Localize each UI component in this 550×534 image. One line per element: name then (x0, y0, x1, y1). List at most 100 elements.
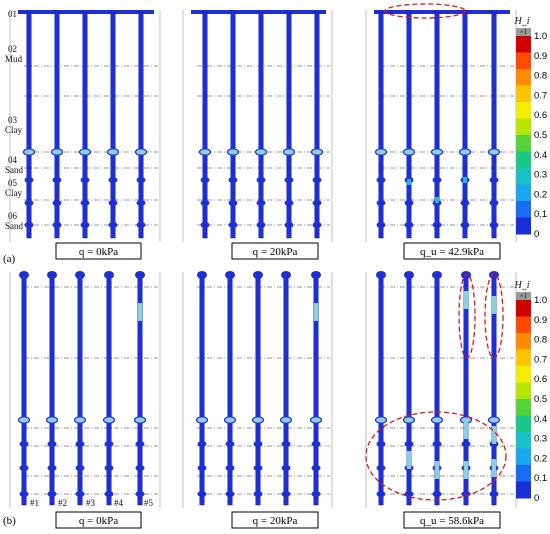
load-caption: q = 0kPa (79, 246, 118, 258)
colorbar-multiplier: ×1 (520, 28, 528, 36)
pile-bulb (226, 148, 240, 156)
pile-bulb (256, 177, 266, 183)
colorbar-swatch (516, 300, 531, 317)
soil-layer-code: 05 (8, 178, 18, 188)
colorbar-tick: 1.0 (534, 31, 547, 42)
colorbar-tick: 0 (534, 229, 539, 240)
panel-tag-a: (a) (3, 253, 16, 265)
highlight-ellipse (384, 3, 466, 19)
pile-bulb (225, 441, 235, 447)
soil-layer-name: Clay (5, 188, 22, 198)
damage-zone (463, 177, 467, 183)
pile-label: #1 (30, 498, 39, 508)
pile-head (404, 271, 414, 279)
damage-zone (434, 461, 440, 479)
pile-bulb (228, 177, 238, 183)
pile (110, 11, 116, 239)
pile-bulb (458, 148, 472, 156)
pile (314, 11, 320, 239)
pile-bulb (19, 491, 29, 497)
pile-bulb (75, 465, 85, 471)
colorbar-swatch (516, 432, 531, 449)
pile-bulb (52, 200, 62, 206)
pile-head (489, 271, 499, 279)
load-caption-box (55, 242, 142, 260)
pile-bulb (195, 416, 209, 424)
load-caption: q = 20kPa (253, 246, 298, 258)
pile-label: #2 (58, 498, 67, 508)
pile-bulb (489, 222, 499, 228)
colorbar-tick: 0.7 (534, 354, 547, 365)
pile-bulb (376, 200, 386, 206)
damage-zone (407, 179, 411, 185)
damage-zone (314, 303, 318, 321)
load-caption-box (231, 511, 319, 529)
panel-tag-b: (b) (3, 515, 16, 527)
colorbar-swatch (516, 465, 531, 482)
pile-bulb (256, 200, 266, 206)
colorbar-multiplier-box (516, 28, 531, 36)
panel-a-2 (182, 10, 333, 242)
pile-head (47, 271, 57, 279)
damage-zone (463, 421, 469, 439)
colorbar-tick: 0.1 (534, 209, 547, 220)
colorbar-swatch (516, 349, 531, 367)
soil-layer-name: Clay (5, 125, 22, 135)
load-caption-box (403, 511, 501, 529)
colorbar-swatch (516, 415, 531, 433)
pile-bulb (108, 177, 118, 183)
pile-head (225, 271, 235, 279)
pile-bulb (24, 222, 34, 228)
soil-layer-code: 06 (8, 211, 18, 221)
damage-zone (491, 426, 497, 444)
colorbar-swatch (516, 151, 531, 169)
colorbar-tick: 0.7 (534, 90, 547, 101)
pile-bulb (487, 148, 501, 156)
soil-layer-code: 04 (8, 155, 18, 165)
highlight-ellipse (484, 273, 504, 359)
pile-bulb (432, 491, 442, 497)
pile-bulb (135, 465, 145, 471)
pile-bulb (104, 491, 114, 497)
pile-bulb (22, 148, 36, 156)
pile-bulb (312, 200, 322, 206)
colorbar-swatch (516, 217, 531, 235)
pile-bulb (75, 441, 85, 447)
pile-label: #4 (114, 498, 124, 508)
pile-bulb (197, 465, 207, 471)
colorbar-tick: 0.5 (534, 130, 547, 141)
pile-bulb (309, 416, 323, 424)
highlight-ellipse (365, 411, 507, 501)
colorbar-swatch (516, 184, 531, 202)
pile-bulb (50, 148, 64, 156)
pile-bulb (106, 148, 120, 156)
colorbar-tick: 0.9 (534, 51, 547, 62)
colorbar-tick: 1.0 (534, 295, 547, 306)
pile-bulb (47, 465, 57, 471)
pile-bulb (376, 222, 386, 228)
pile (82, 11, 88, 239)
colorbar-tick: 0.8 (534, 71, 547, 82)
pile-bulb (432, 222, 442, 228)
pile-bulb (52, 222, 62, 228)
load-caption-box (231, 242, 319, 260)
pile-bulb (281, 491, 291, 497)
pile-head (104, 271, 114, 279)
pile-bulb (253, 491, 263, 497)
pile-bulb (80, 177, 90, 183)
pile-bulb (197, 441, 207, 447)
damage-zone (138, 303, 142, 321)
soil-layer-code: 03 (8, 115, 18, 125)
load-caption-box (55, 511, 142, 529)
colorbar-multiplier-box (516, 292, 531, 300)
colorbar-swatch (516, 481, 531, 499)
pile-bulb (228, 222, 238, 228)
pile-bulb (284, 177, 294, 183)
pile-bulb (197, 491, 207, 497)
pile (26, 11, 32, 239)
pile-bulb (225, 465, 235, 471)
pile-bulb (279, 416, 293, 424)
colorbar-multiplier: ×1 (520, 292, 528, 300)
damage-zone (463, 461, 469, 479)
pile-bulb (225, 491, 235, 497)
